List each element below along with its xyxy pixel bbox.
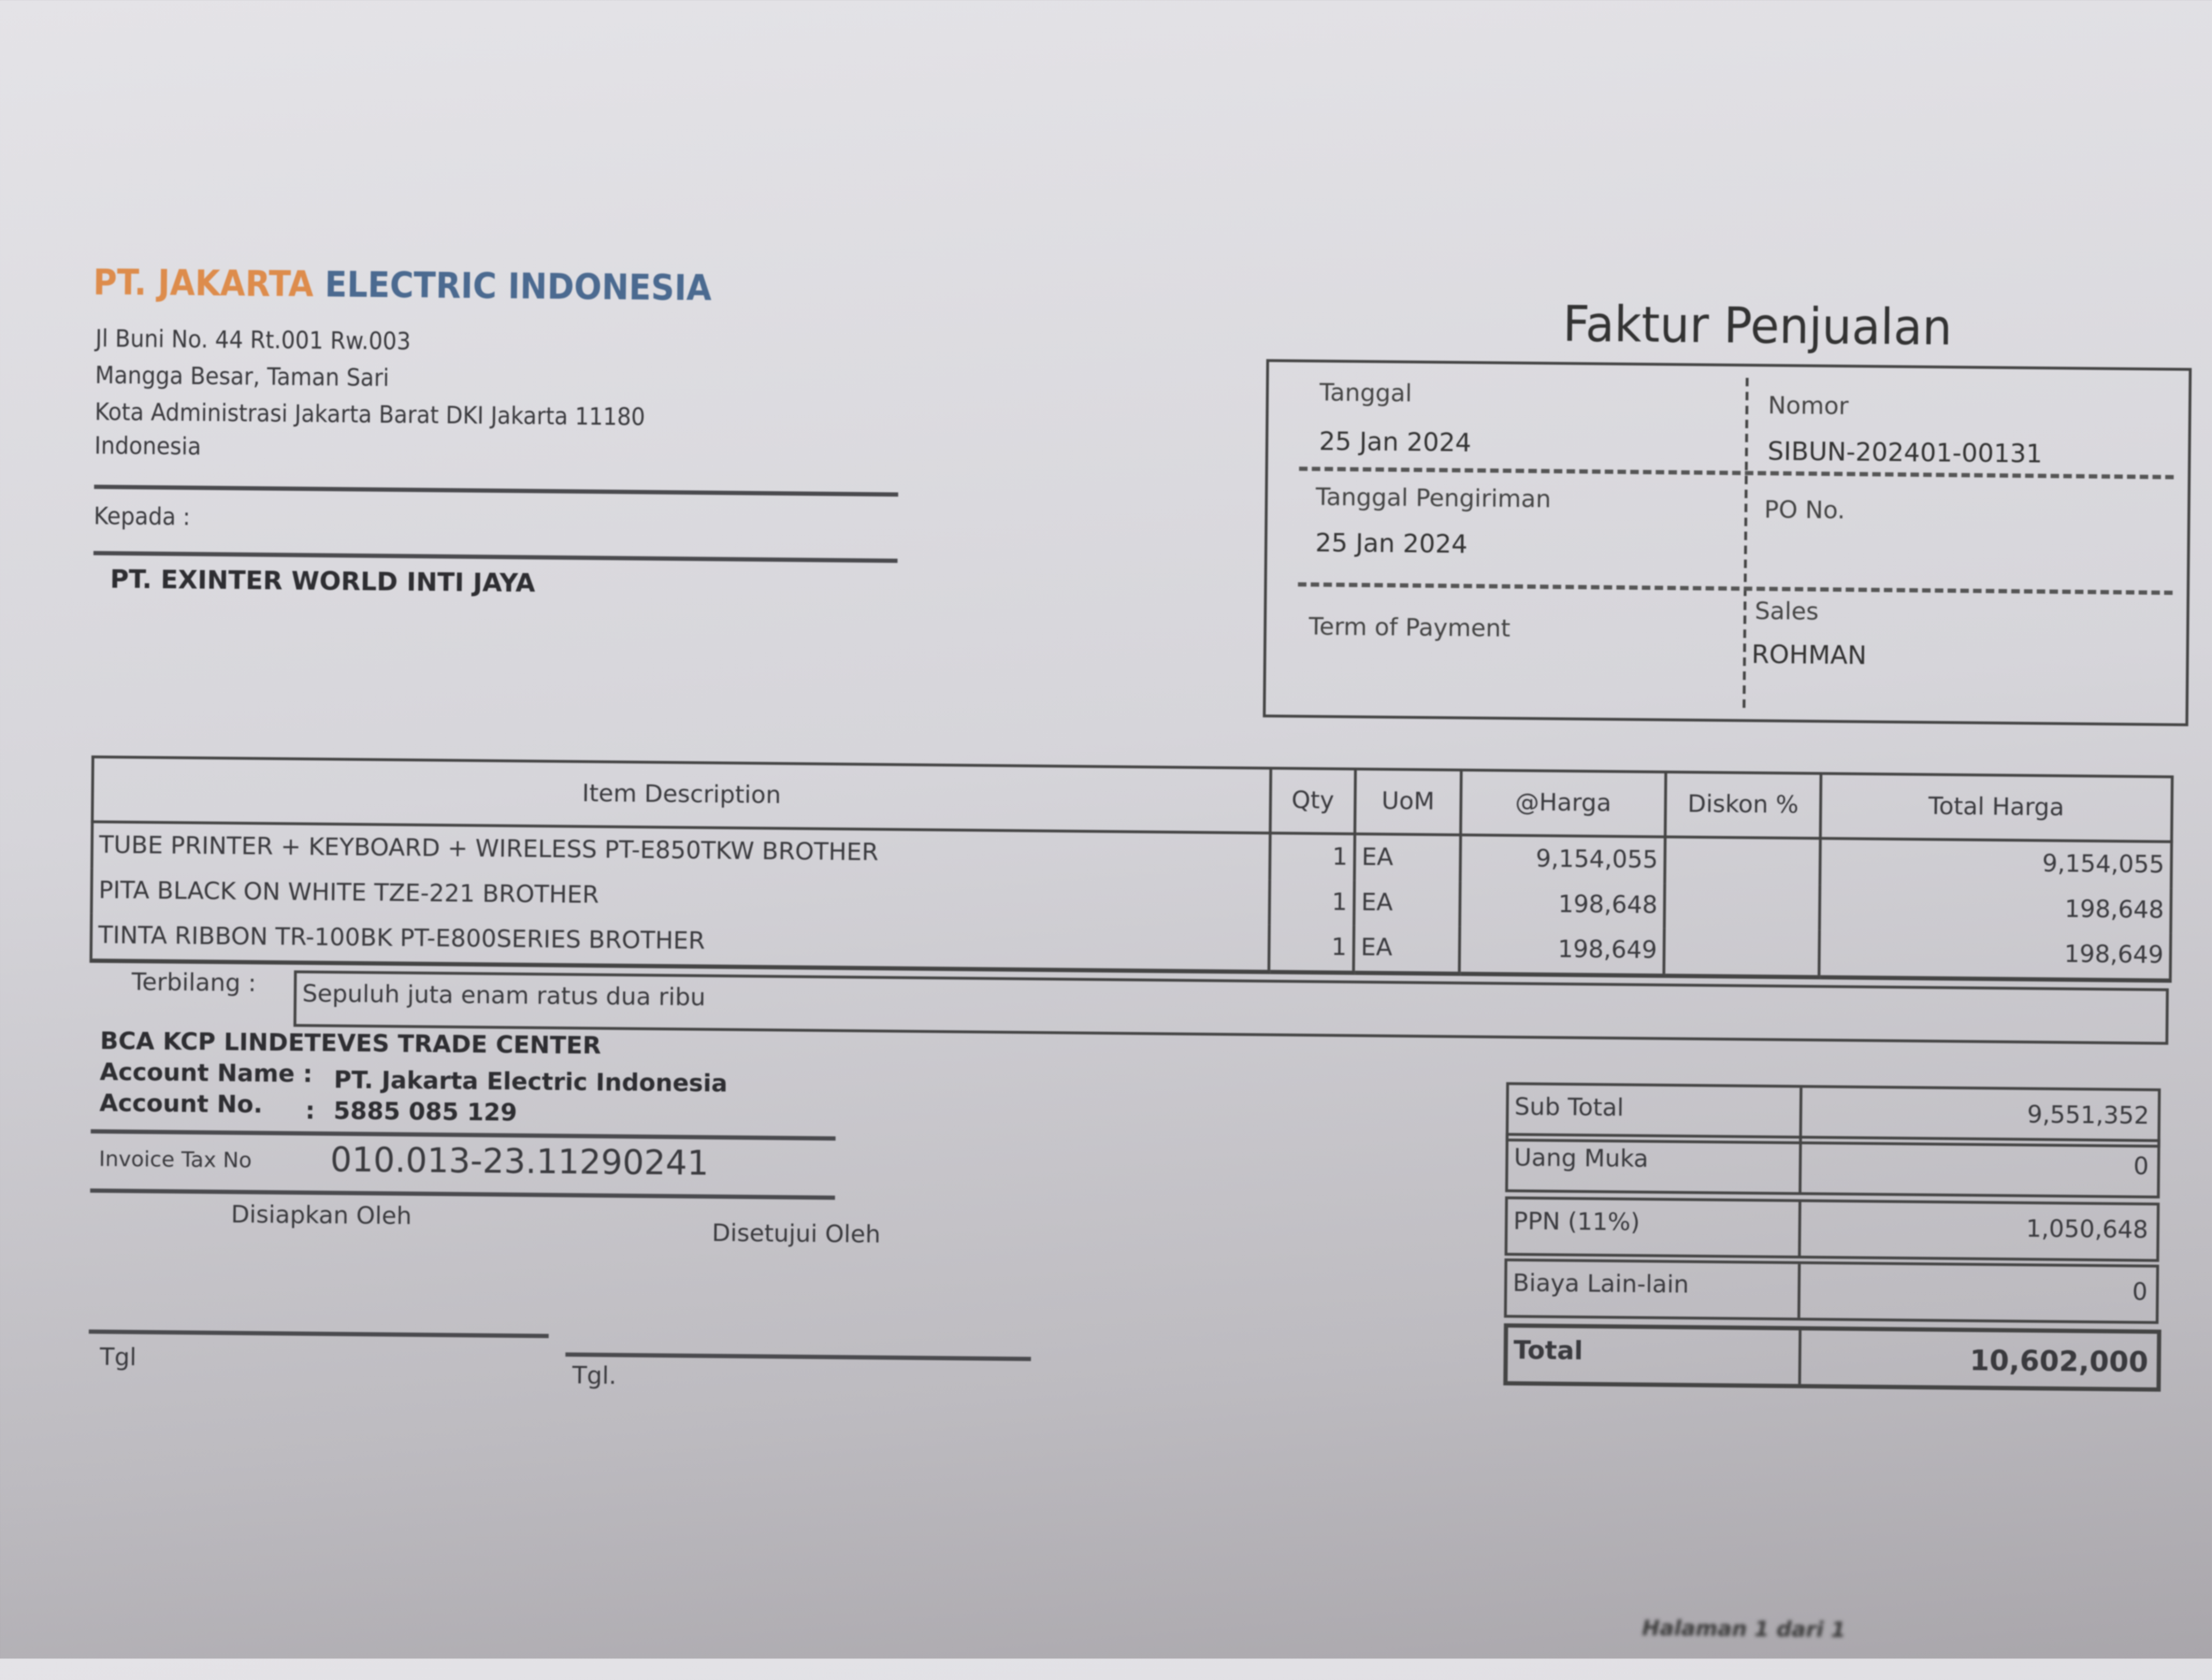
- item-uom: EA: [1354, 880, 1460, 927]
- uang-muka-row: Uang Muka 0: [1505, 1132, 2161, 1199]
- ppn-label: PPN (11%): [1513, 1208, 1640, 1238]
- header-item-description: Item Description: [92, 756, 1271, 834]
- account-no-value: 5885 085 129: [333, 1098, 518, 1128]
- biaya-lain-value: 0: [2132, 1278, 2148, 1307]
- divider: [94, 484, 899, 497]
- invoice-info-box: Tanggal 25 Jan 2024 Nomor SIBUN-202401-0…: [1262, 359, 2192, 726]
- account-name-colon: :: [302, 1061, 313, 1089]
- tanggal-pengiriman-label: Tanggal Pengiriman: [1316, 483, 1551, 514]
- signature-line: [88, 1329, 549, 1338]
- item-diskon: [1664, 883, 1820, 931]
- divider: [90, 1188, 835, 1200]
- item-harga: 9,154,055: [1460, 835, 1665, 884]
- ppn-row: PPN (11%) 1,050,648: [1504, 1196, 2160, 1262]
- company-logo-name: PT. JAKARTA ELECTRIC INDONESIA: [93, 262, 712, 309]
- page-number: Halaman 1 dari 1: [1642, 1615, 1846, 1643]
- item-total: 198,648: [1819, 884, 2171, 934]
- item-harga: 198,649: [1459, 926, 1664, 976]
- total-row: Total 10,602,000: [1503, 1323, 2162, 1392]
- header-harga: @Harga: [1460, 770, 1666, 837]
- date-right-label: Tgl.: [572, 1362, 617, 1391]
- item-uom: EA: [1354, 834, 1461, 882]
- item-diskon: [1664, 837, 1821, 885]
- header-qty: Qty: [1270, 768, 1356, 834]
- item-qty: 1: [1269, 879, 1355, 926]
- sales-label: Sales: [1754, 598, 1819, 627]
- term-of-payment-label: Term of Payment: [1309, 613, 1511, 644]
- total-label: Total: [1513, 1336, 1583, 1367]
- account-no-colon: :: [305, 1097, 316, 1126]
- address-line: Jl Buni No. 44 Rt.001 Rw.003: [95, 325, 411, 357]
- nomor-label: Nomor: [1768, 392, 1849, 422]
- divider: [91, 1129, 836, 1141]
- total-value: 10,602,000: [1969, 1343, 2149, 1379]
- recipient-name: PT. EXINTER WORLD INTI JAYA: [110, 565, 536, 599]
- account-name-value: PT. Jakarta Electric Indonesia: [333, 1067, 728, 1099]
- divider: [1743, 378, 1749, 708]
- divider: [1299, 467, 2174, 479]
- item-harga: 198,648: [1460, 881, 1665, 929]
- subtotal-value: 9,551,352: [2027, 1101, 2150, 1131]
- header-diskon: Diskon %: [1665, 772, 1821, 838]
- terbilang-label: Terbilang :: [131, 969, 257, 999]
- sales-value: ROHMAN: [1751, 640, 1867, 671]
- date-left-label: Tgl: [100, 1344, 137, 1372]
- terbilang-value: Sepuluh juta enam ratus dua ribu: [302, 980, 706, 1012]
- item-qty: 1: [1269, 833, 1355, 881]
- address-line: Kota Administrasi Jakarta Barat DKI Jaka…: [94, 399, 646, 432]
- ppn-value: 1,050,648: [2026, 1215, 2149, 1245]
- items-table: Item Description Qty UoM @Harga Diskon %…: [89, 755, 2173, 982]
- uang-muka-label: Uang Muka: [1514, 1144, 1649, 1174]
- subtotal-label: Sub Total: [1514, 1093, 1624, 1123]
- item-diskon: [1664, 928, 1820, 978]
- approved-by-label: Disetujui Oleh: [712, 1219, 881, 1250]
- invoice-tax-value: 010.013-23.11290241: [330, 1139, 709, 1183]
- item-total: 9,154,055: [1820, 838, 2172, 889]
- document-title: Faktur Penjualan: [1563, 297, 1953, 357]
- biaya-lain-row: Biaya Lain-lain 0: [1504, 1258, 2159, 1324]
- invoice-tax-label: Invoice Tax No: [99, 1146, 252, 1173]
- recipient-label: Kepada :: [93, 502, 191, 532]
- item-uom: EA: [1353, 925, 1460, 974]
- item-total: 198,649: [1819, 930, 2171, 981]
- bank-name: BCA KCP LINDETEVES TRADE CENTER: [100, 1028, 601, 1061]
- item-qty: 1: [1268, 925, 1354, 973]
- tanggal-pengiriman-value: 25 Jan 2024: [1315, 529, 1468, 560]
- company-name-part2: ELECTRIC INDONESIA: [324, 264, 712, 309]
- uang-muka-value: 0: [2133, 1153, 2149, 1182]
- po-label: PO No.: [1764, 496, 1845, 526]
- company-name-part1: PT. JAKARTA: [93, 261, 314, 305]
- tanggal-value: 25 Jan 2024: [1319, 427, 1472, 459]
- account-no-label: Account No.: [99, 1090, 263, 1120]
- account-name-label: Account Name: [99, 1059, 295, 1089]
- biaya-lain-label: Biaya Lain-lain: [1512, 1270, 1689, 1300]
- header-total-harga: Total Harga: [1820, 773, 2172, 842]
- tanggal-label: Tanggal: [1319, 379, 1413, 409]
- prepared-by-label: Disiapkan Oleh: [230, 1201, 412, 1231]
- signature-line: [565, 1352, 1031, 1361]
- address-line: Indonesia: [94, 432, 201, 462]
- divider: [1298, 582, 2173, 595]
- nomor-value: SIBUN-202401-00131: [1767, 437, 2043, 470]
- header-uom: UoM: [1355, 769, 1461, 835]
- address-line: Mangga Besar, Taman Sari: [95, 362, 390, 393]
- divider: [93, 551, 898, 563]
